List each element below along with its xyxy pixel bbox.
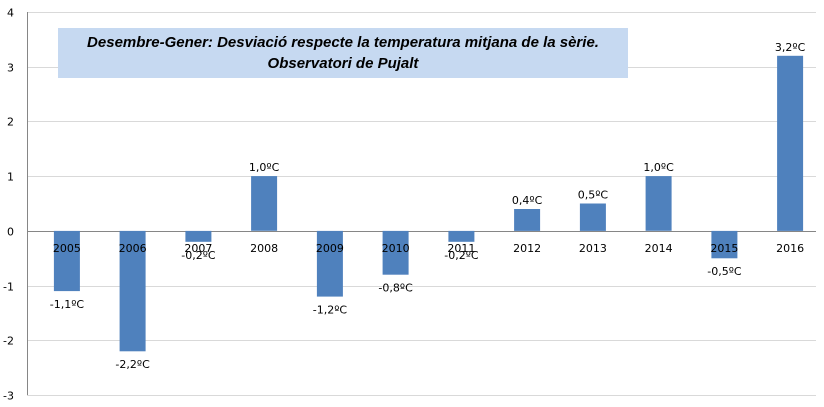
category-label-2008: 2008 — [250, 242, 278, 255]
bar-2008 — [251, 176, 278, 231]
bars — [53, 55, 804, 352]
y-tick-label: 4 — [7, 7, 14, 20]
bar-2012 — [514, 209, 541, 231]
chart-subtitle: Observatori de Pujalt — [267, 55, 419, 72]
y-tick-label: 0 — [7, 226, 14, 239]
data-label-2011: -0,2ºC — [444, 249, 479, 262]
data-label-2009: -1,2ºC — [313, 304, 348, 317]
category-label-2015: 2015 — [710, 242, 738, 255]
data-label-2014: 1,0ºC — [643, 161, 674, 174]
category-label-2012: 2012 — [513, 242, 541, 255]
category-labels: 2005 2006 2007 2008 2009 2010 2011 2012 2013 2014… — [53, 242, 804, 255]
category-label-2016: 2016 — [776, 242, 804, 255]
bar-2011 — [448, 230, 475, 242]
data-label-2006: -2,2ºC — [115, 358, 150, 371]
data-label-2016: 3,2ºC — [775, 41, 806, 54]
bar-2010 — [382, 230, 409, 275]
y-tick-label: 3 — [7, 62, 14, 75]
y-tick-label: -3 — [3, 390, 14, 403]
bar-2009 — [316, 230, 343, 297]
bar-2006 — [119, 230, 146, 352]
data-label-2007: -0,2ºC — [181, 249, 216, 262]
y-tick-label: -1 — [3, 281, 14, 294]
y-axis: -3 -2 -1 0 1 2 3 4 — [3, 7, 28, 403]
category-label-2007: 2007 — [184, 242, 212, 255]
y-tick-label: 1 — [7, 171, 14, 184]
bar-2007 — [185, 230, 212, 242]
data-label-2012: 0,4ºC — [512, 194, 543, 207]
bar-2014 — [645, 176, 672, 231]
chart-title-box: Desembre-Gener: Desviació respecte la te… — [58, 28, 628, 78]
bar-2016 — [777, 55, 804, 231]
category-label-2006: 2006 — [119, 242, 147, 255]
data-label-2013: 0,5ºC — [578, 189, 609, 202]
y-tick-label: -2 — [3, 335, 14, 348]
bar-2015 — [711, 230, 738, 259]
data-label-2008: 1,0ºC — [249, 161, 280, 174]
chart-title: Desembre-Gener: Desviació respecte la te… — [87, 34, 599, 51]
category-label-2014: 2014 — [645, 242, 673, 255]
category-label-2013: 2013 — [579, 242, 607, 255]
data-label-2010: -0,8ºC — [378, 282, 413, 295]
category-label-2009: 2009 — [316, 242, 344, 255]
data-label-2005: -1,1ºC — [50, 298, 85, 311]
category-label-2011: 2011 — [447, 242, 475, 255]
bar-2013 — [579, 203, 606, 231]
bar-2005 — [53, 230, 80, 292]
y-tick-label: 2 — [7, 116, 14, 129]
category-label-2010: 2010 — [382, 242, 410, 255]
data-labels: -1,1ºC -2,2ºC -0,2ºC 1,0ºC -1,2ºC -0,8ºC -0,2º… — [50, 41, 806, 371]
data-label-2015: -0,5ºC — [707, 265, 742, 278]
category-label-2005: 2005 — [53, 242, 81, 255]
